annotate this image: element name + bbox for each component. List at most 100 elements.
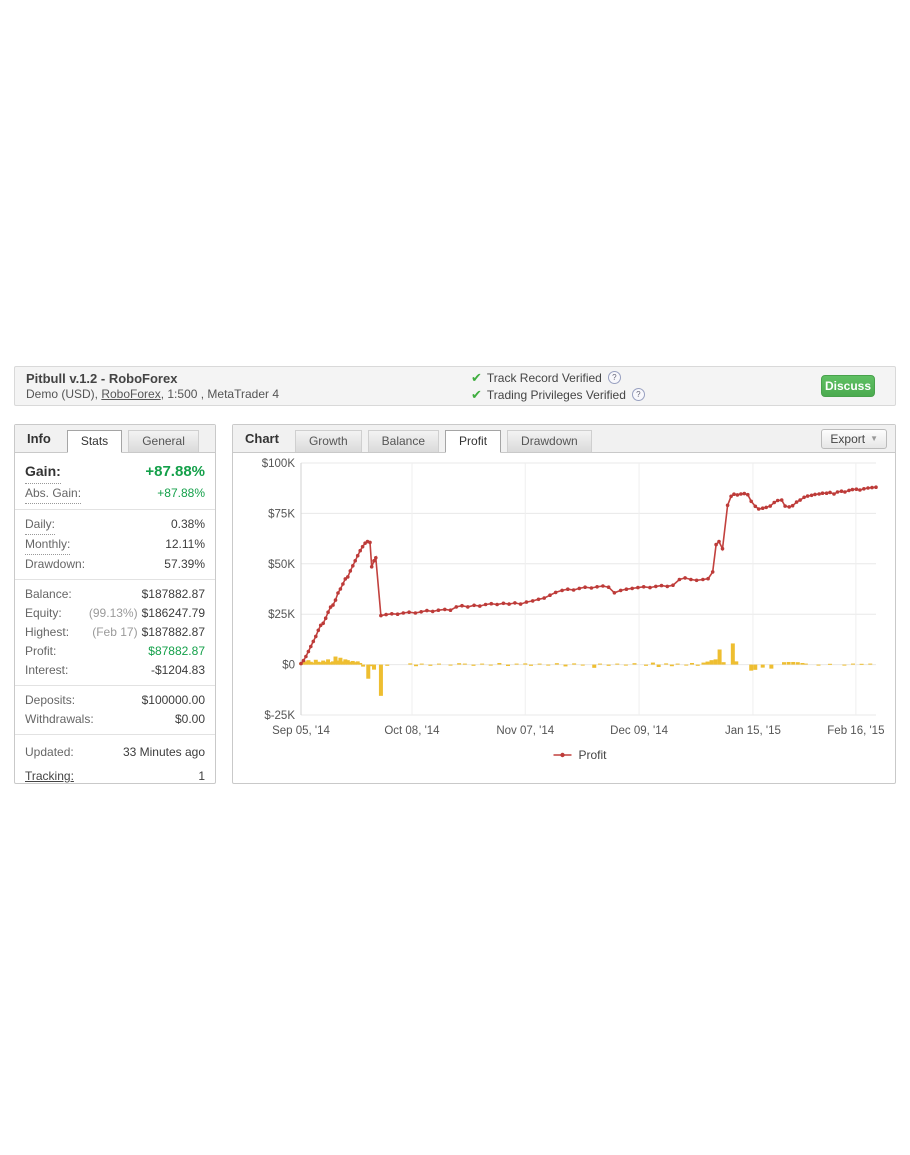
profit-bar [760,664,765,668]
profit-bar [378,664,383,696]
profit-line-marker [513,601,517,605]
profit-bar [842,664,847,666]
profit-bar [546,664,551,666]
help-icon[interactable]: ? [607,371,621,384]
discuss-button[interactable]: Discuss [821,375,875,397]
profit-line-marker [333,598,338,602]
group-divider [15,579,215,580]
profit-bar [656,664,661,668]
stat-label: Daily: [25,515,56,535]
profit-line-marker [756,507,761,511]
profit-bar [730,643,735,665]
profit-bar [358,662,363,665]
profit-line-marker [641,585,646,589]
stat-value-muted: (Feb 17) [92,625,138,639]
profit-line-marker [501,601,506,606]
profit-line-marker [764,505,768,510]
y-tick-label: $50K [268,559,295,571]
profit-line-marker [839,489,844,493]
stat-label: Highest: [25,625,70,639]
profit-bar [321,660,326,665]
x-tick-label: Dec 09, '14 [610,725,668,737]
info-panel-tabstrip: Info Stats General [15,425,215,453]
tab-stats[interactable]: Stats [66,430,123,453]
stat-label[interactable]: Tracking: [25,769,74,783]
profit-line-marker [368,540,372,545]
profit-line-marker [311,639,316,644]
stat-row: Withdrawals: $0.00 [25,710,205,729]
profit-bar [335,660,340,665]
profit-bar [572,663,577,665]
verified-badge: ✔ Trading Privileges Verified? [471,386,645,403]
broker-link[interactable]: RoboForex [101,387,161,401]
profit-line-marker [306,649,311,654]
group-divider [15,685,215,686]
profit-bar [385,664,390,666]
profit-line-marker [460,603,464,608]
profit-line-marker [870,485,874,490]
profit-bar [355,661,360,665]
group-divider [15,734,215,735]
tab-drawdown[interactable]: Drawdown [507,430,592,452]
profit-bar [632,663,637,665]
profit-line-marker [355,553,360,558]
profit-bar [554,663,559,665]
profit-bar [462,663,467,665]
profit-bar [328,662,333,665]
profit-line-marker [648,585,652,590]
stat-label: Deposits: [25,693,76,707]
account-subtitle-suffix: , 1:500 , MetaTrader 4 [160,387,280,401]
profit-line-marker [802,495,806,500]
profit-line-marker [832,492,836,496]
profit-bar [828,663,832,665]
profit-bar [868,663,873,665]
profit-bar [471,664,476,666]
stat-value: (99.13%) $186247.79 [88,606,205,620]
x-tick-label: Jan 15, '15 [725,725,781,737]
profit-line-marker [571,588,576,592]
tab-balance[interactable]: Balance [367,430,440,452]
profit-line-marker [798,498,802,502]
profit-line-marker [636,585,640,590]
chart-panel: Chart Growth Balance Profit Drawdown Export… [232,424,896,784]
profit-bar [786,661,791,665]
stat-value: $0.00 [174,712,205,726]
tab-profit[interactable]: Profit [445,430,502,453]
stat-value: $100000.00 [141,693,205,707]
profit-line-marker [874,485,878,489]
tab-growth[interactable]: Growth [294,430,362,452]
profit-bar [480,663,485,665]
profit-bar [488,664,493,666]
profit-line-marker [341,582,345,586]
profit-bar [690,662,694,665]
profit-bar [303,661,308,665]
stat-row: Balance: $187882.87 [25,585,205,604]
export-button[interactable]: Export ▼ [821,428,887,449]
profit-line-marker [346,575,350,579]
help-icon[interactable]: ? [631,388,645,401]
stat-value: 1 [198,769,205,783]
profit-line-marker [742,491,747,496]
tab-general[interactable]: General [128,430,199,452]
profit-line-marker [336,591,340,595]
check-icon: ✔ [471,369,482,385]
profit-bar [800,662,805,665]
profit-line-marker [612,591,617,595]
profit-line-marker [630,586,634,591]
stat-label: Equity: [25,606,62,620]
profit-bar [323,661,328,665]
profit-line-marker [323,616,328,620]
profit-bar [313,659,318,665]
stat-value: 33 Minutes ago [122,745,205,759]
profit-line-marker [321,621,325,626]
profit-bar [537,663,542,665]
stat-row: Updated: 33 Minutes ago [25,740,205,764]
profit-line-marker [601,584,605,588]
profit-bar [353,662,358,665]
profit-line-marker [507,602,511,606]
stat-row: Gain: +87.88% [25,460,205,484]
profit-line-marker [407,610,411,614]
profit-line-marker [301,658,306,663]
profit-line-marker [314,634,318,639]
profit-line-marker [542,596,546,600]
